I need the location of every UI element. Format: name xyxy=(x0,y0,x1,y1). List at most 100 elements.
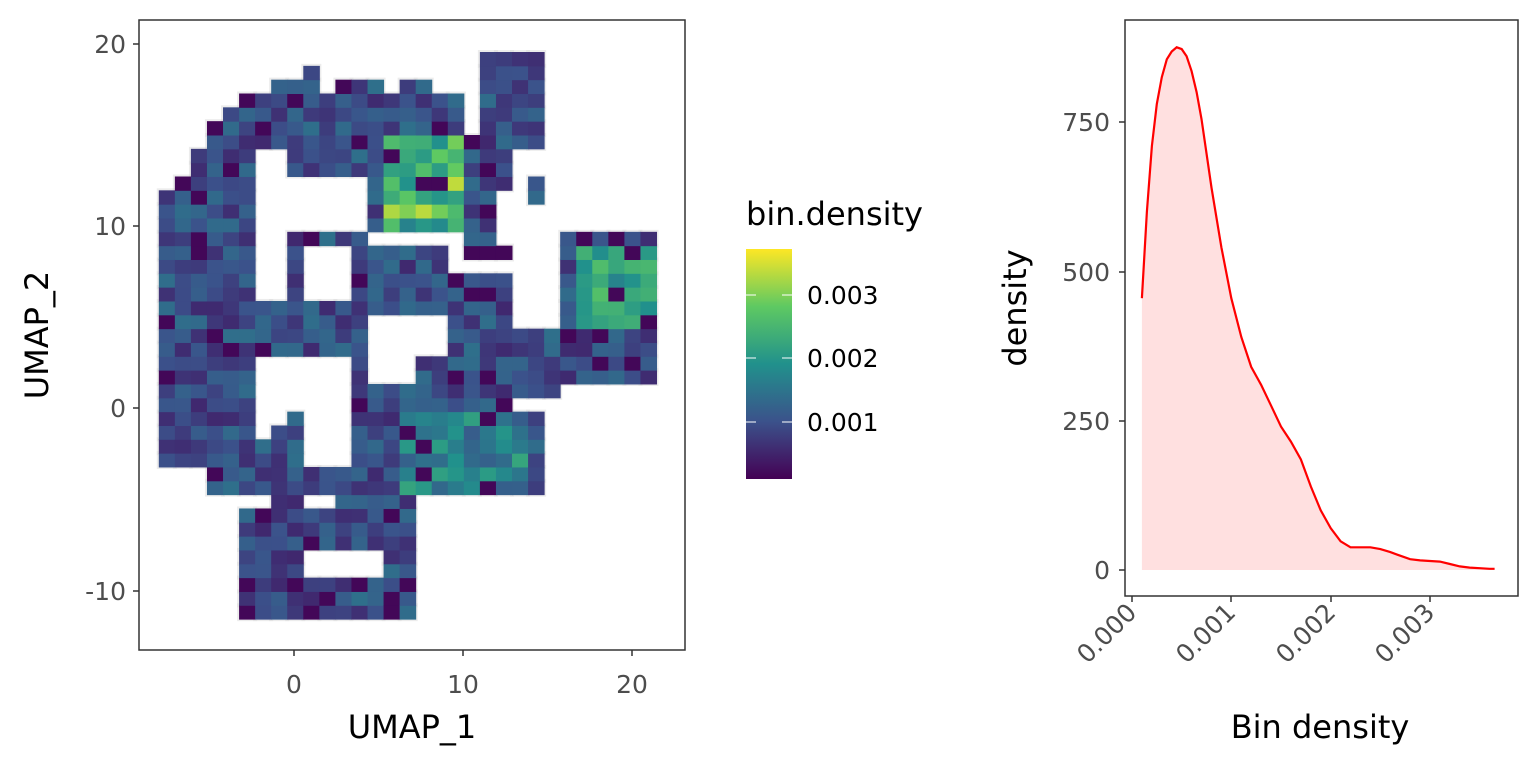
heatmap-bin xyxy=(351,439,369,454)
heatmap-bin xyxy=(560,300,577,316)
heatmap-bin xyxy=(383,259,401,274)
heatmap-bin xyxy=(479,411,497,426)
heatmap-bin xyxy=(335,508,352,523)
density-y-tick-label: 500 xyxy=(1062,258,1110,287)
heatmap-bin xyxy=(479,176,497,191)
heatmap-bin xyxy=(319,328,336,343)
heatmap-bin xyxy=(351,425,369,440)
heatmap-bin xyxy=(415,204,433,219)
heatmap-bin xyxy=(463,480,481,496)
heatmap-bin xyxy=(576,273,593,288)
heatmap-bin xyxy=(495,383,513,399)
heatmap-bin xyxy=(351,245,369,260)
heatmap-bin xyxy=(560,245,577,260)
heatmap-bin xyxy=(367,162,385,177)
density-y-tick-label: 250 xyxy=(1062,407,1110,436)
heatmap-bin xyxy=(415,439,433,454)
heatmap-bin xyxy=(223,135,240,150)
heatmap-bin xyxy=(415,466,433,482)
heatmap-bin xyxy=(239,605,256,620)
heatmap-bin xyxy=(431,411,449,426)
heatmap-bin xyxy=(239,204,256,219)
heatmap-bin xyxy=(271,314,288,330)
heatmap-bin xyxy=(624,370,641,385)
heatmap-bin xyxy=(174,370,192,385)
heatmap-bin xyxy=(287,79,304,95)
heatmap-bin xyxy=(223,480,240,496)
heatmap-bin xyxy=(174,204,192,219)
heatmap-bin xyxy=(206,204,224,219)
heatmap-bin xyxy=(223,204,240,219)
heatmap-bin xyxy=(255,577,272,592)
heatmap-bin xyxy=(351,162,369,177)
heatmap-bin xyxy=(447,190,465,205)
heatmap-bin xyxy=(447,397,465,413)
heatmap-bin xyxy=(576,245,593,260)
heatmap-bin xyxy=(447,107,465,122)
heatmap-bin xyxy=(431,245,449,260)
umap-y-tick-label: 10 xyxy=(94,212,126,241)
heatmap-bin xyxy=(479,287,497,302)
heatmap-bin xyxy=(287,411,304,426)
heatmap-bin xyxy=(463,162,481,177)
heatmap-bin xyxy=(206,342,224,357)
heatmap-bin xyxy=(223,176,240,191)
heatmap-bin xyxy=(190,328,208,343)
heatmap-bin xyxy=(158,425,176,440)
heatmap-bin xyxy=(287,508,304,523)
heatmap-bin xyxy=(287,522,304,537)
heatmap-bin xyxy=(158,245,176,260)
heatmap-bin xyxy=(287,231,304,247)
heatmap-bin xyxy=(512,480,529,496)
heatmap-bin xyxy=(158,356,176,371)
heatmap-bin xyxy=(463,135,481,150)
heatmap-bin xyxy=(367,383,385,399)
heatmap-bin xyxy=(495,480,513,496)
umap-y-tick-label: 20 xyxy=(94,30,126,59)
heatmap-bin xyxy=(367,217,385,233)
heatmap-bin xyxy=(447,411,465,426)
heatmap-bin xyxy=(351,328,369,343)
heatmap-bin xyxy=(303,508,320,523)
density-x-tick-label: 0.002 xyxy=(1270,598,1341,669)
heatmap-bin xyxy=(239,273,256,288)
heatmap-bin xyxy=(335,466,352,482)
heatmap-bin xyxy=(239,162,256,177)
heatmap-bin xyxy=(223,148,240,164)
heatmap-bin xyxy=(223,383,240,399)
heatmap-bin xyxy=(431,93,449,108)
heatmap-bin xyxy=(287,549,304,565)
heatmap-bin xyxy=(399,190,417,205)
heatmap-bin xyxy=(206,356,224,371)
heatmap-bin xyxy=(206,121,224,136)
heatmap-bin xyxy=(351,605,369,620)
heatmap-bin xyxy=(463,411,481,426)
heatmap-bin xyxy=(303,121,320,136)
heatmap-bin xyxy=(640,328,658,343)
heatmap-bin xyxy=(190,148,208,164)
heatmap-bin xyxy=(463,342,481,357)
heatmap-bin xyxy=(431,356,449,371)
heatmap-bin xyxy=(206,328,224,343)
heatmap-bin xyxy=(528,439,545,454)
heatmap-bin xyxy=(174,411,192,426)
heatmap-bin xyxy=(495,466,513,482)
heatmap-bin xyxy=(447,466,465,482)
heatmap-bin xyxy=(495,328,513,343)
heatmap-bin xyxy=(479,314,497,330)
heatmap-bin xyxy=(239,522,256,537)
heatmap-bin xyxy=(447,176,465,191)
heatmap-bin xyxy=(239,217,256,233)
heatmap-bin xyxy=(528,107,545,122)
heatmap-bin xyxy=(351,536,369,551)
heatmap-bin xyxy=(447,93,465,108)
heatmap-bin xyxy=(351,356,369,371)
heatmap-bin xyxy=(223,259,240,274)
heatmap-bin xyxy=(624,273,641,288)
heatmap-bin xyxy=(576,314,593,330)
heatmap-bin xyxy=(512,383,529,399)
heatmap-bin xyxy=(223,356,240,371)
heatmap-bin xyxy=(495,79,513,95)
heatmap-bin xyxy=(383,591,401,606)
heatmap-bin xyxy=(592,328,609,343)
